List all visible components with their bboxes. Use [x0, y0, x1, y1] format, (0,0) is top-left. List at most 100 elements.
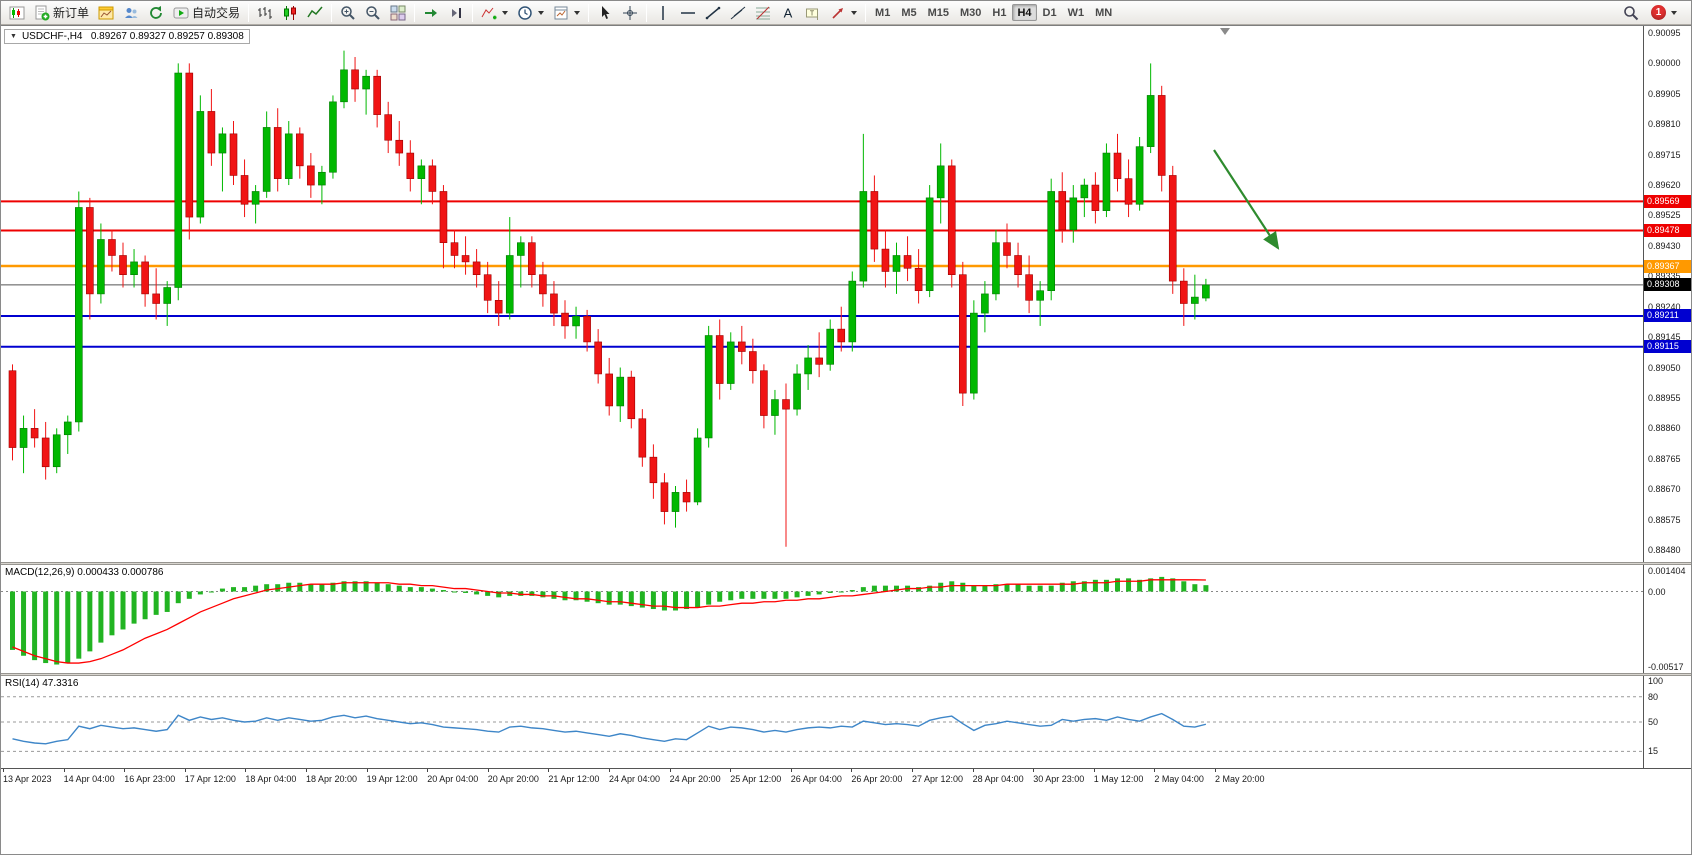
price-chart-panel[interactable]: 0.90095 0.90000 0.89905 0.89810 0.89715 0.896… — [1, 26, 1691, 562]
rsi-axis-label: 50 — [1648, 717, 1659, 727]
timeframe-m5-button[interactable]: M5 — [901, 6, 917, 19]
price-axis-label: 0.88480 — [1648, 545, 1681, 555]
toolbar-separator — [331, 3, 333, 22]
chart-shift-marker[interactable] — [1220, 28, 1230, 35]
macd-label: MACD(12,26,9) 0.000433 0.000786 — [5, 567, 164, 578]
bar-chart-mode-button[interactable] — [253, 3, 277, 23]
notifications-button[interactable]: 1 — [1647, 3, 1681, 23]
level-price-tag: 0.89367 — [1644, 259, 1691, 273]
price-axis-label: 0.89715 — [1648, 149, 1681, 160]
time-axis-tick — [245, 769, 247, 772]
zoom-out-button[interactable] — [361, 3, 385, 23]
crosshair-button[interactable] — [618, 3, 642, 23]
timeframe-m30-button[interactable]: M30 — [960, 6, 982, 19]
profiles-button[interactable] — [119, 3, 143, 23]
cursor-button[interactable] — [593, 3, 617, 23]
macd-axis[interactable]: 0.001404 0.00 -0.00517 — [1643, 565, 1691, 673]
chart-shift-button[interactable] — [444, 3, 468, 23]
auto-trading-button[interactable]: 自动交易 — [169, 3, 244, 23]
price-chart-canvas[interactable] — [1, 26, 1643, 562]
timeframe-mn-button[interactable]: MN — [1095, 6, 1113, 19]
level-price-tag: 0.89569 — [1644, 194, 1691, 208]
time-axis-tick — [1215, 769, 1216, 772]
fibonacci-button[interactable] — [751, 3, 775, 23]
chart-window-button[interactable] — [94, 3, 118, 23]
macd-canvas[interactable] — [1, 565, 1643, 673]
chevron-down-icon — [574, 10, 581, 15]
time-axis-label: 21 Apr 12:00 — [548, 774, 600, 784]
timeframe-m15-button[interactable]: M15 — [927, 6, 949, 19]
chevron-down-icon — [851, 10, 858, 15]
time-axis-tick — [366, 769, 368, 772]
chart-window-icon — [98, 5, 114, 21]
chevron-down-icon — [538, 10, 545, 15]
refresh-icon — [148, 5, 164, 21]
bottom-space — [1, 790, 1691, 854]
refresh-button[interactable] — [144, 3, 168, 23]
trendline-button[interactable] — [701, 3, 725, 23]
profiles-icon — [123, 5, 139, 21]
equidistant-channel-button[interactable] — [726, 3, 750, 23]
horizontal-line-icon — [680, 5, 696, 21]
rsi-axis[interactable]: 100 80 50 15 — [1643, 676, 1691, 768]
price-axis-label: 0.88670 — [1648, 484, 1681, 495]
periods-icon — [517, 5, 533, 21]
time-axis-label: 19 Apr 12:00 — [366, 774, 418, 784]
collapse-one-click-icon[interactable]: ▼ — [10, 33, 17, 40]
price-axis-label: 0.90000 — [1648, 58, 1681, 69]
tile-windows-button[interactable] — [386, 3, 410, 23]
price-axis-label: 0.89905 — [1648, 88, 1681, 99]
macd-axis-label: 0.001404 — [1648, 566, 1686, 576]
time-axis[interactable]: 13 Apr 2023 14 Apr 04:00 16 Apr 23:00 17 Ap… — [1, 768, 1691, 790]
candle-chart-icon — [282, 5, 298, 21]
time-axis-tick — [972, 769, 974, 772]
search-button[interactable] — [1619, 3, 1643, 23]
templates-button[interactable] — [549, 3, 584, 23]
trend-arrow[interactable] — [1213, 149, 1280, 250]
macd-axis-label: 0.00 — [1648, 586, 1666, 597]
timeframe-h1-button[interactable]: H1 — [992, 6, 1007, 19]
new-order-button[interactable]: 新订单 — [30, 3, 93, 23]
chevron-down-icon — [1671, 10, 1677, 15]
indicators-button[interactable] — [477, 3, 512, 23]
timeframe-d1-button[interactable]: D1 — [1042, 6, 1057, 19]
rsi-canvas[interactable] — [1, 676, 1643, 768]
price-axis-label: 0.89620 — [1648, 180, 1681, 191]
time-axis-label: 27 Apr 12:00 — [912, 774, 964, 784]
rsi-panel[interactable]: 100 80 50 15 RSI(14) 47.3316 — [1, 676, 1691, 768]
level-lines[interactable] — [1, 200, 1643, 348]
price-axis-label: 0.89050 — [1648, 362, 1681, 373]
time-axis-label: 2 May 20:00 — [1215, 774, 1265, 784]
macd-signal-line — [12, 579, 1206, 664]
line-chart-mode-button[interactable] — [303, 3, 327, 23]
time-axis-label: 25 Apr 12:00 — [730, 774, 782, 784]
timeframe-h4-button[interactable]: H4 — [1012, 4, 1037, 21]
timeframe-w1-button[interactable]: W1 — [1067, 6, 1085, 19]
toolbar-separator — [414, 3, 416, 22]
current-price-tag: 0.89308 — [1644, 278, 1691, 292]
time-axis-label: 14 Apr 04:00 — [63, 774, 115, 784]
toolbar-separator — [248, 3, 250, 22]
time-axis-label: 2 May 04:00 — [1154, 774, 1204, 784]
auto-scroll-button[interactable] — [419, 3, 443, 23]
vertical-line-button[interactable] — [651, 3, 675, 23]
time-axis-label: 24 Apr 04:00 — [609, 774, 661, 784]
panel-splitter[interactable] — [1, 673, 1691, 676]
panel-splitter[interactable] — [1, 562, 1691, 565]
macd-panel[interactable]: 0.001404 0.00 -0.00517 MACD(12,26,9) 0.000… — [1, 565, 1691, 673]
text-label-button[interactable]: T — [801, 3, 825, 23]
timeframe-m1-button[interactable]: M1 — [875, 6, 891, 19]
search-icon — [1623, 5, 1639, 21]
price-axis[interactable]: 0.90095 0.90000 0.89905 0.89810 0.89715 0.896… — [1643, 26, 1691, 562]
zoom-in-button[interactable] — [336, 3, 360, 23]
new-chart-button[interactable] — [5, 3, 29, 23]
periods-button[interactable] — [513, 3, 548, 23]
horizontal-line-button[interactable] — [676, 3, 700, 23]
arrows-button[interactable] — [826, 3, 861, 23]
text-button[interactable]: A — [776, 3, 800, 23]
time-axis-label: 16 Apr 23:00 — [124, 774, 176, 784]
trendline-icon — [705, 5, 721, 21]
candlestick-mode-button[interactable] — [278, 3, 302, 23]
price-axis-label: 0.89335 — [1648, 271, 1681, 282]
